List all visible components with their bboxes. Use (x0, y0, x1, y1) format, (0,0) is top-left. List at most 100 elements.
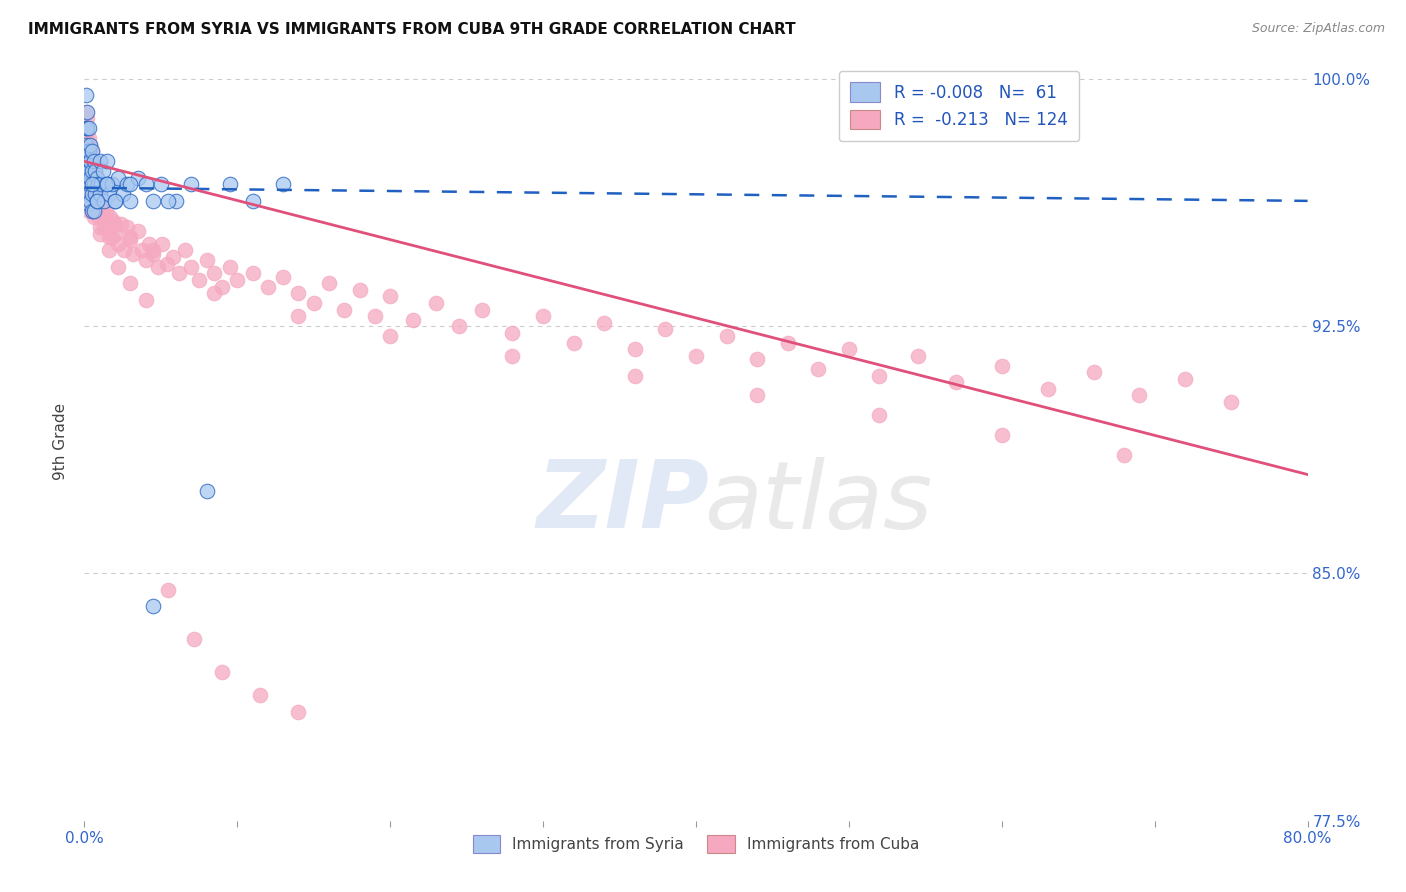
Point (101, 230, 124, 244)
Point (79, 164, 101, 178)
Point (83, 178, 105, 192)
Point (162, 250, 184, 264)
Point (1128, 388, 1150, 402)
Point (257, 279, 280, 293)
Point (80, 145, 103, 159)
Point (271, 269, 294, 284)
Point (93, 220, 115, 235)
Point (127, 170, 149, 185)
Point (1083, 365, 1105, 379)
Point (654, 322, 676, 336)
Point (77, 203, 100, 218)
Point (76, 161, 98, 175)
Point (157, 194, 180, 208)
Point (80, 164, 103, 178)
Point (111, 187, 134, 202)
Point (226, 273, 249, 287)
Point (112, 244, 135, 258)
Point (287, 286, 309, 301)
Point (87, 211, 110, 225)
Point (75, 154, 97, 169)
Point (87, 178, 110, 192)
Point (75, 88, 97, 103)
Point (77, 131, 100, 145)
Point (211, 279, 233, 293)
Point (80, 203, 103, 218)
Text: IMMIGRANTS FROM SYRIA VS IMMIGRANTS FROM CUBA 9TH GRADE CORRELATION CHART: IMMIGRANTS FROM SYRIA VS IMMIGRANTS FROM… (28, 22, 796, 37)
Point (120, 178, 142, 192)
Point (110, 217, 132, 231)
Point (211, 665, 233, 680)
Point (77, 178, 100, 192)
Point (242, 267, 264, 281)
Point (75, 170, 97, 185)
Point (80, 187, 103, 202)
Point (183, 632, 205, 647)
Point (76, 104, 98, 119)
Point (75, 137, 97, 152)
Point (107, 170, 129, 185)
Point (83, 187, 105, 202)
Point (318, 277, 340, 291)
Point (94, 203, 117, 218)
Point (83, 154, 105, 169)
Point (135, 293, 157, 307)
Point (349, 283, 371, 297)
Point (135, 178, 157, 192)
Point (287, 310, 309, 324)
Point (531, 310, 554, 324)
Point (84, 164, 107, 178)
Point (624, 343, 647, 357)
Point (89, 227, 111, 241)
Point (83, 203, 105, 218)
Point (91, 164, 114, 178)
Point (195, 483, 218, 498)
Point (79, 137, 101, 152)
Text: atlas: atlas (704, 457, 932, 548)
Point (146, 260, 169, 274)
Point (104, 217, 127, 231)
Point (142, 599, 165, 614)
Point (77, 145, 100, 159)
Point (79, 187, 101, 202)
Point (86, 194, 108, 208)
Text: Source: ZipAtlas.com: Source: ZipAtlas.com (1251, 22, 1385, 36)
Point (79, 194, 101, 208)
Point (131, 244, 153, 258)
Point (80, 178, 103, 192)
Point (157, 582, 180, 597)
Point (188, 273, 211, 287)
Point (869, 368, 891, 383)
Point (1220, 395, 1243, 409)
Point (115, 178, 138, 192)
Point (747, 388, 769, 402)
Y-axis label: 9th Grade: 9th Grade (53, 403, 69, 480)
Point (945, 375, 967, 389)
Point (562, 335, 585, 350)
Point (242, 194, 264, 208)
Point (380, 329, 402, 343)
Point (80, 178, 103, 192)
Point (150, 236, 173, 251)
Point (86, 203, 108, 218)
Point (75, 104, 97, 119)
Point (76, 178, 98, 192)
Point (84, 187, 107, 202)
Point (83, 154, 105, 169)
Point (77, 154, 100, 169)
Point (96, 213, 118, 227)
Point (79, 194, 101, 208)
Point (79, 154, 101, 169)
Point (75, 121, 97, 136)
Legend: Immigrants from Syria, Immigrants from Cuba: Immigrants from Syria, Immigrants from C… (464, 826, 928, 863)
Point (249, 689, 271, 703)
Point (84, 194, 107, 208)
Point (101, 178, 124, 192)
Point (142, 244, 165, 258)
Point (138, 236, 160, 251)
Point (716, 329, 738, 343)
Point (1174, 372, 1197, 386)
Point (107, 236, 129, 251)
Point (120, 194, 142, 208)
Point (97, 244, 120, 258)
